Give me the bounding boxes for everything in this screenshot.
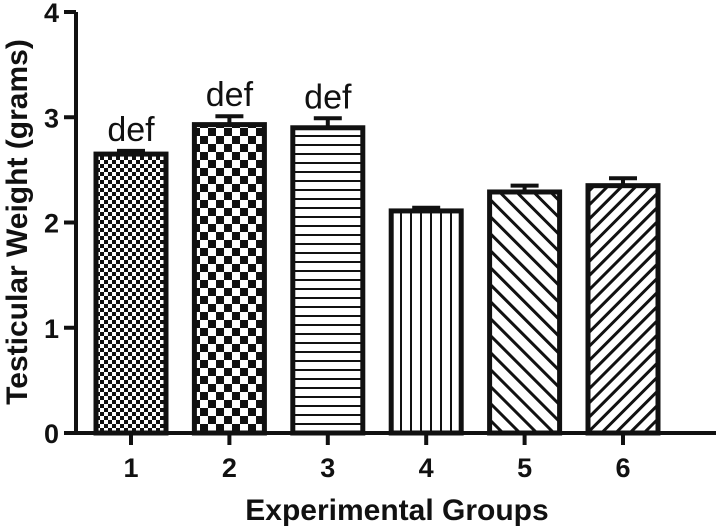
y-tick-label: 0 (44, 419, 59, 449)
bar-group-4 (388, 208, 464, 436)
x-ticks: 1 2 3 4 5 6 (123, 433, 631, 483)
x-tick-label: 1 (123, 453, 138, 483)
bar-group-3 (290, 125, 366, 436)
x-tick-label: 3 (320, 453, 335, 483)
x-axis-title: Experimental Groups (245, 494, 548, 527)
x-tick-label: 4 (419, 453, 434, 483)
y-tick-label: 1 (44, 314, 59, 344)
annotation-label: def (206, 76, 254, 114)
bars-layer (93, 114, 661, 436)
bar-group-2 (191, 122, 267, 436)
bar-group-6 (585, 183, 661, 436)
y-axis-title: Testicular Weight (grams) (1, 39, 34, 405)
x-tick-label: 2 (222, 453, 237, 483)
annotation-label: def (304, 78, 352, 116)
annotations-layer: def def def (107, 76, 352, 149)
bar-group-5 (487, 189, 563, 436)
y-tick-label: 2 (44, 209, 59, 239)
x-tick-label: 5 (517, 453, 532, 483)
annotation-label: def (107, 111, 155, 149)
y-tick-label: 4 (44, 0, 59, 28)
x-tick-label: 6 (615, 453, 630, 483)
y-tick-label: 3 (44, 103, 59, 133)
y-ticks: 0 1 2 3 4 (44, 0, 76, 449)
bar-group-1 (93, 151, 169, 436)
